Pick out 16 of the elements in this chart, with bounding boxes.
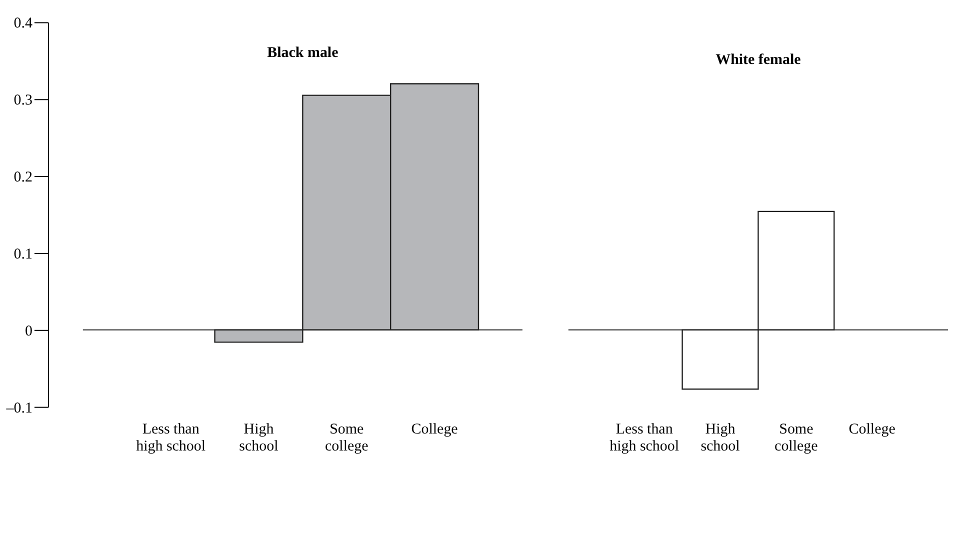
- y-tick-label: 0: [24, 323, 32, 340]
- x-tick-label: High school: [239, 421, 278, 454]
- y-tick-label: 0.1: [14, 246, 32, 262]
- y-tick-label: –0.1: [5, 400, 32, 416]
- x-tick-label: Some college: [325, 421, 369, 454]
- x-tick-label: Some college: [774, 421, 818, 454]
- y-tick-label: 0.4: [14, 16, 33, 32]
- text: White female: [716, 52, 802, 68]
- x-tick-label: College: [411, 421, 458, 438]
- x-tick-label: Less than high school: [136, 421, 206, 454]
- y-tick-label: 0.2: [14, 170, 32, 186]
- y-tick-label: 0.3: [14, 92, 32, 109]
- x-tick-label: High school: [700, 421, 740, 454]
- x-tick-label: College: [848, 421, 896, 438]
- x-tick-label: Less than high school: [610, 421, 680, 454]
- text: Black male: [267, 45, 339, 62]
